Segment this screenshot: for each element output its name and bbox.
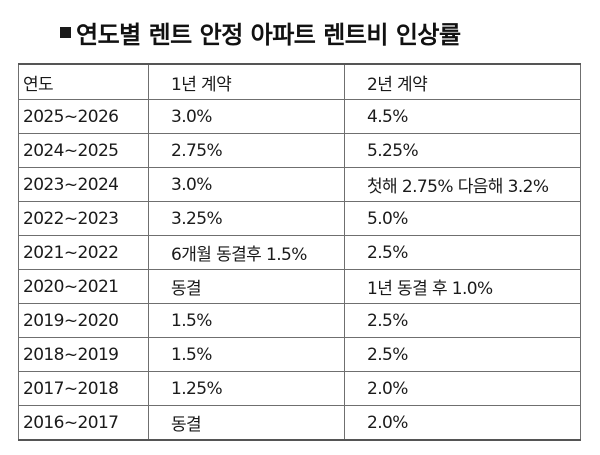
cell-two-year-rate: 2.5% <box>344 235 581 270</box>
cell-two-year-rate: 2.0% <box>344 405 581 441</box>
cell-year: 2020~2021 <box>18 269 149 304</box>
table-header-row: 연도 1년 계약 2년 계약 <box>18 63 581 100</box>
page-title: 연도별 렌트 안정 아파트 렌트비 인상률 <box>60 12 461 52</box>
cell-two-year-rate: 2.0% <box>344 371 581 406</box>
header-year: 연도 <box>18 63 149 100</box>
cell-one-year-rate: 3.0% <box>148 99 345 134</box>
cell-two-year-rate: 1년 동결 후 1.0% <box>344 269 581 304</box>
cell-year: 2025~2026 <box>18 99 149 134</box>
cell-year: 2017~2018 <box>18 371 149 406</box>
cell-one-year-rate: 1.5% <box>148 337 345 372</box>
table-row: 2024~2025 2.75% 5.25% <box>18 133 581 168</box>
cell-two-year-rate: 2.5% <box>344 337 581 372</box>
table-row: 2023~2024 3.0% 첫해 2.75% 다음해 3.2% <box>18 167 581 202</box>
cell-year: 2021~2022 <box>18 235 149 270</box>
cell-one-year-rate: 동결 <box>148 405 345 441</box>
cell-one-year-rate: 동결 <box>148 269 345 304</box>
cell-two-year-rate: 4.5% <box>344 99 581 134</box>
cell-two-year-rate: 2.5% <box>344 303 581 338</box>
cell-two-year-rate: 첫해 2.75% 다음해 3.2% <box>344 167 581 202</box>
cell-one-year-rate: 3.25% <box>148 201 345 236</box>
table-row: 2017~2018 1.25% 2.0% <box>18 371 581 406</box>
cell-year: 2023~2024 <box>18 167 149 202</box>
rent-increase-table: 연도 1년 계약 2년 계약 2025~2026 3.0% 4.5% 2024~… <box>18 63 581 441</box>
cell-one-year-rate: 1.5% <box>148 303 345 338</box>
cell-one-year-rate: 2.75% <box>148 133 345 168</box>
cell-one-year-rate: 1.25% <box>148 371 345 406</box>
header-two-year-lease: 2년 계약 <box>344 63 581 100</box>
cell-year: 2016~2017 <box>18 405 149 441</box>
cell-year: 2024~2025 <box>18 133 149 168</box>
table-row: 2019~2020 1.5% 2.5% <box>18 303 581 338</box>
page-title-text: 연도별 렌트 안정 아파트 렌트비 인상률 <box>76 20 461 49</box>
table-row: 2021~2022 6개월 동결후 1.5% 2.5% <box>18 235 581 270</box>
table-row: 2020~2021 동결 1년 동결 후 1.0% <box>18 269 581 304</box>
table-row: 2022~2023 3.25% 5.0% <box>18 201 581 236</box>
cell-year: 2022~2023 <box>18 201 149 236</box>
table-row: 2025~2026 3.0% 4.5% <box>18 99 581 134</box>
cell-two-year-rate: 5.0% <box>344 201 581 236</box>
square-bullet-icon <box>60 26 71 38</box>
header-one-year-lease: 1년 계약 <box>148 63 345 100</box>
cell-year: 2019~2020 <box>18 303 149 338</box>
cell-one-year-rate: 6개월 동결후 1.5% <box>148 235 345 270</box>
table-row: 2016~2017 동결 2.0% <box>18 405 581 441</box>
cell-two-year-rate: 5.25% <box>344 133 581 168</box>
table-row: 2018~2019 1.5% 2.5% <box>18 337 581 372</box>
cell-year: 2018~2019 <box>18 337 149 372</box>
cell-one-year-rate: 3.0% <box>148 167 345 202</box>
